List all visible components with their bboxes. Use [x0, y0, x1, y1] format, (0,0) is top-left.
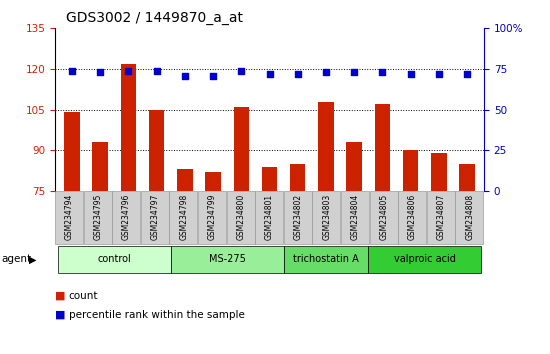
FancyBboxPatch shape [284, 246, 368, 273]
Text: GSM234807: GSM234807 [437, 194, 446, 240]
Text: GSM234799: GSM234799 [208, 194, 217, 240]
Text: ▶: ▶ [29, 254, 36, 264]
Text: GSM234800: GSM234800 [236, 194, 245, 240]
Text: trichostatin A: trichostatin A [293, 254, 359, 264]
Bar [120, 64, 136, 191]
Bar [92, 142, 108, 191]
Bar [290, 164, 305, 191]
Text: GSM234805: GSM234805 [379, 194, 388, 240]
Point [124, 68, 133, 74]
Bar [64, 113, 80, 191]
Point [293, 71, 302, 77]
Point [463, 71, 471, 77]
Bar [177, 170, 192, 191]
Text: valproic acid: valproic acid [394, 254, 455, 264]
FancyBboxPatch shape [368, 246, 481, 273]
Bar [403, 150, 419, 191]
Text: GSM234798: GSM234798 [179, 194, 188, 240]
Bar [459, 164, 475, 191]
Text: count: count [69, 291, 98, 301]
Bar [149, 110, 164, 191]
Text: GSM234796: GSM234796 [122, 194, 131, 240]
Point [378, 69, 387, 75]
Text: GSM234808: GSM234808 [465, 194, 474, 240]
Bar [431, 153, 447, 191]
Point [406, 71, 415, 77]
Point [96, 69, 104, 75]
Text: percentile rank within the sample: percentile rank within the sample [69, 310, 245, 320]
Bar [205, 172, 221, 191]
Text: GSM234801: GSM234801 [265, 194, 274, 240]
Bar [346, 142, 362, 191]
Text: GDS3002 / 1449870_a_at: GDS3002 / 1449870_a_at [66, 11, 243, 25]
Point [322, 69, 331, 75]
Point [68, 68, 76, 74]
Text: ■: ■ [55, 291, 65, 301]
Bar [375, 104, 390, 191]
Point [208, 73, 217, 78]
Point [152, 68, 161, 74]
Point [180, 73, 189, 78]
Point [237, 68, 246, 74]
Text: MS-275: MS-275 [209, 254, 246, 264]
Bar [318, 102, 334, 191]
FancyBboxPatch shape [170, 246, 284, 273]
Text: ■: ■ [55, 310, 65, 320]
Text: control: control [97, 254, 131, 264]
Point [350, 69, 359, 75]
Point [265, 71, 274, 77]
Text: GSM234804: GSM234804 [351, 194, 360, 240]
Text: GSM234795: GSM234795 [94, 194, 102, 240]
FancyBboxPatch shape [58, 246, 170, 273]
Point [434, 71, 443, 77]
Text: GSM234803: GSM234803 [322, 194, 331, 240]
Text: GSM234797: GSM234797 [151, 194, 160, 240]
Text: GSM234806: GSM234806 [408, 194, 417, 240]
Text: GSM234794: GSM234794 [65, 194, 74, 240]
Text: agent: agent [1, 254, 31, 264]
Bar [234, 107, 249, 191]
Bar [262, 167, 277, 191]
Text: GSM234802: GSM234802 [294, 194, 302, 240]
